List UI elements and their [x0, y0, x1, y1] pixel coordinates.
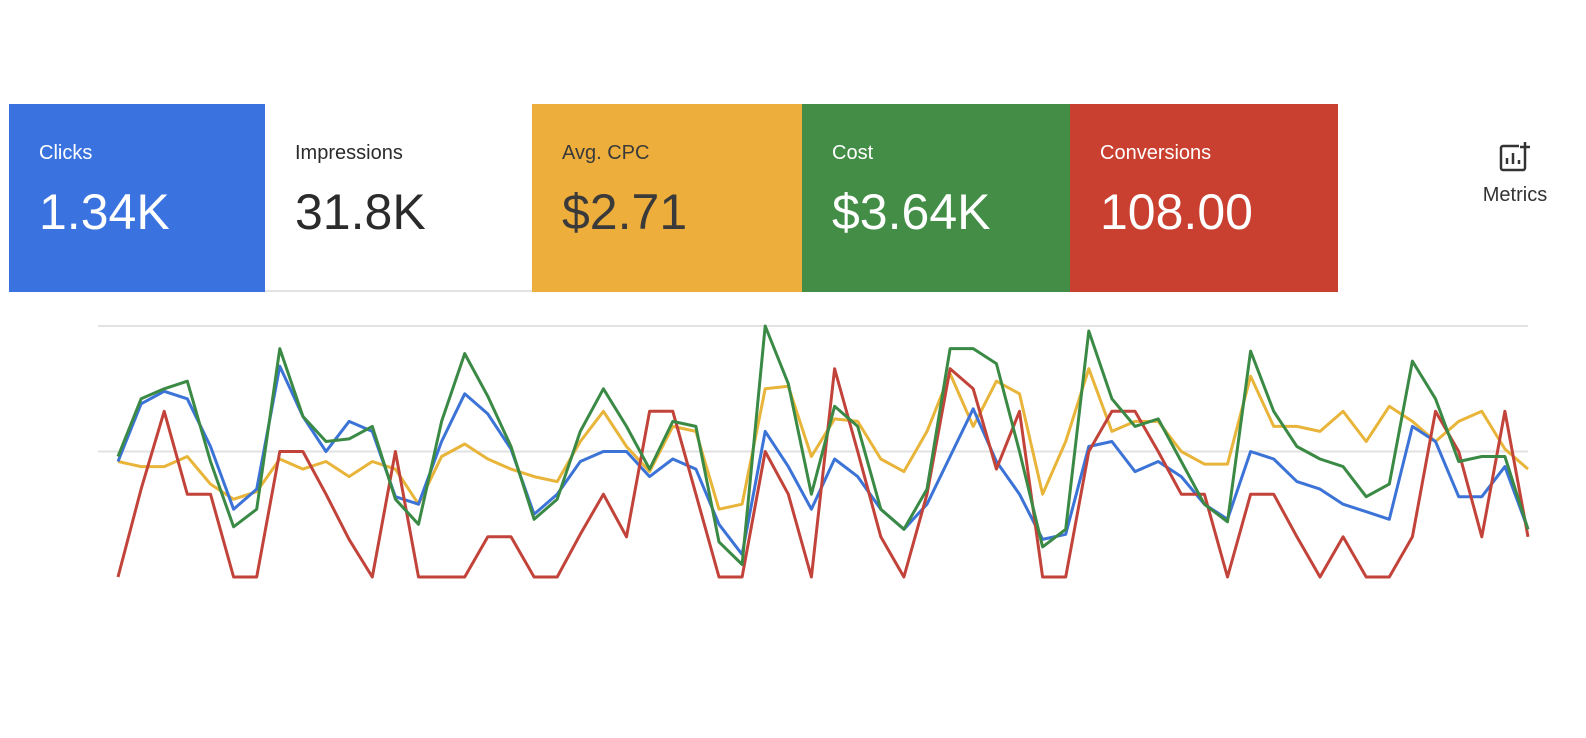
series-line	[117, 367, 1529, 511]
metric-value: $3.64K	[832, 184, 991, 240]
metric-card[interactable]: Clicks 1.34K	[9, 104, 265, 292]
metric-card[interactable]: Avg. CPC $2.71	[532, 104, 802, 292]
metric-card[interactable]: Impressions 31.8K	[265, 104, 532, 292]
metric-card[interactable]: Cost $3.64K	[802, 104, 1070, 292]
metric-value: 1.34K	[39, 184, 170, 240]
metric-value: $2.71	[562, 184, 688, 240]
series-line	[116, 367, 1530, 579]
metric-label: Cost	[832, 142, 874, 164]
metric-label: Impressions	[295, 142, 403, 164]
metric-card[interactable]: Conversions 108.00	[1070, 104, 1338, 292]
series-line	[116, 324, 1530, 566]
metric-value: 108.00	[1100, 184, 1253, 240]
metrics-label: Metrics	[1482, 184, 1548, 206]
metric-label: Avg. CPC	[562, 142, 650, 164]
metrics-icon	[1499, 142, 1531, 172]
metric-label: Clicks	[39, 142, 93, 164]
metric-label: Conversions	[1100, 142, 1212, 164]
metric-value: 31.8K	[295, 184, 426, 240]
metrics-button[interactable]: Metrics	[1470, 140, 1560, 207]
